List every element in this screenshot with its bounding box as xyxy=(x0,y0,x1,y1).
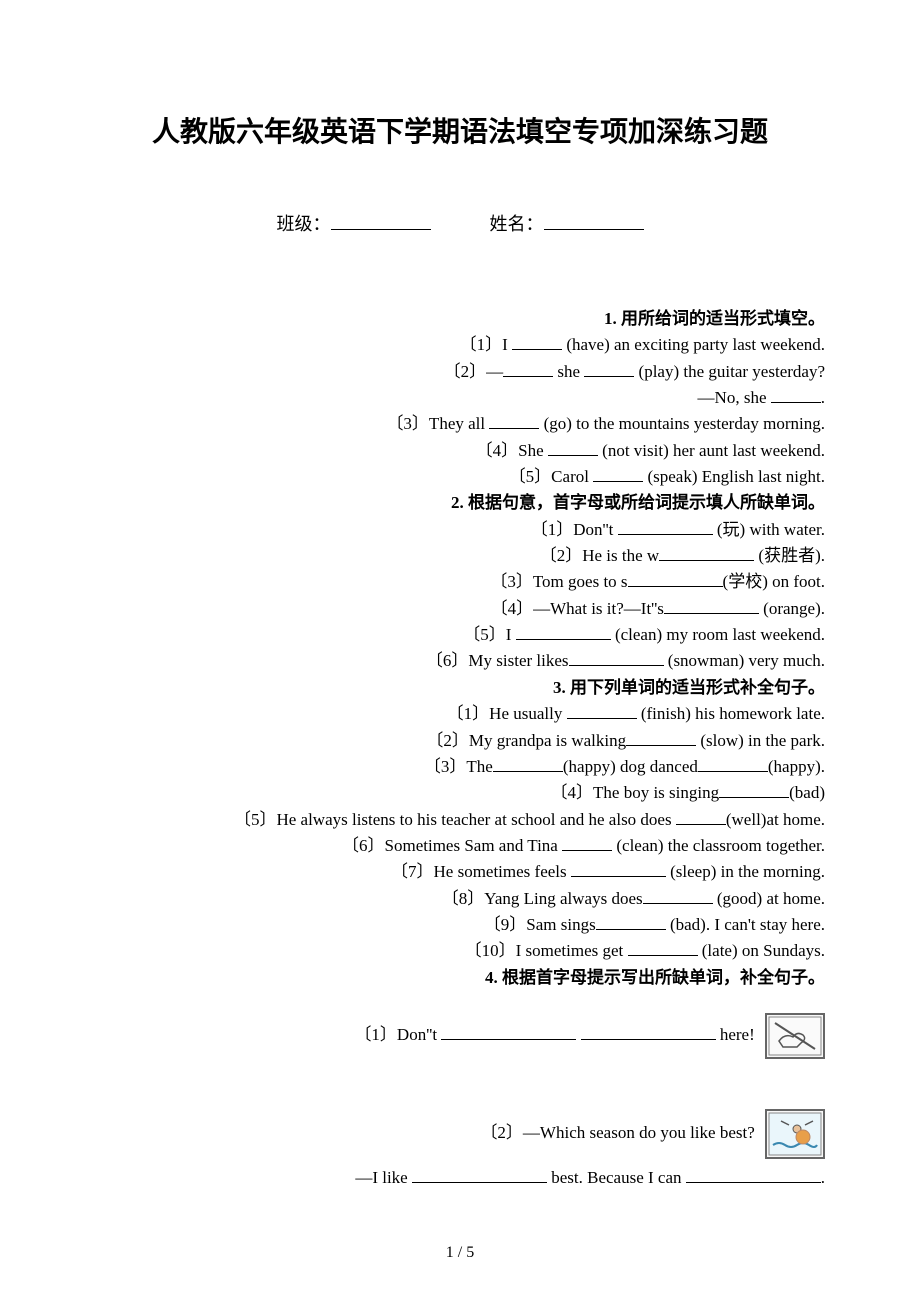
blank xyxy=(548,441,598,456)
class-label: 班级： xyxy=(277,214,331,234)
section-1-heading: 1. 用所给词的适当形式填空。 xyxy=(95,306,825,332)
blank xyxy=(569,651,664,666)
blank xyxy=(628,572,723,587)
page-number: 1 / 5 xyxy=(0,1244,920,1262)
s3-q7: 〔7〕He sometimes feels (sleep) in the mor… xyxy=(95,859,825,885)
s2-q2: 〔2〕He is the w (获胜者). xyxy=(95,543,825,569)
s4-q2: 〔2〕—Which season do you like best? xyxy=(95,1109,825,1159)
blank xyxy=(771,388,821,403)
s1-q4: 〔4〕She (not visit) her aunt last weekend… xyxy=(95,438,825,464)
blank xyxy=(719,783,789,798)
student-info-line: 班级： 姓名： xyxy=(95,210,825,236)
s3-q8: 〔8〕Yang Ling always does (good) at home. xyxy=(95,886,825,912)
s4-q2-answer: —I like best. Because I can . xyxy=(95,1165,825,1191)
s1-q1: 〔1〕I (have) an exciting party last weeke… xyxy=(95,332,825,358)
blank xyxy=(686,1168,821,1183)
s1-q5: 〔5〕Carol (speak) English last night. xyxy=(95,464,825,490)
blank xyxy=(626,731,696,746)
s2-q4: 〔4〕—What is it?—It''s (orange). xyxy=(95,596,825,622)
blank xyxy=(618,520,713,535)
blank xyxy=(659,546,754,561)
blank xyxy=(643,889,713,904)
blank xyxy=(567,704,637,719)
s3-q5: 〔5〕He always listens to his teacher at s… xyxy=(95,807,825,833)
name-label: 姓名： xyxy=(490,214,544,234)
blank xyxy=(676,810,726,825)
blank xyxy=(664,599,759,614)
s3-q3: 〔3〕The(happy) dog danced(happy). xyxy=(95,754,825,780)
section-3-heading: 3. 用下列单词的适当形式补全句子。 xyxy=(95,675,825,701)
s2-q3: 〔3〕Tom goes to s(学校) on foot. xyxy=(95,569,825,595)
blank xyxy=(562,836,612,851)
blank xyxy=(584,362,634,377)
blank xyxy=(516,625,611,640)
name-blank xyxy=(544,215,644,230)
page-title: 人教版六年级英语下学期语法填空专项加深练习题 xyxy=(95,110,825,150)
blank xyxy=(493,757,563,772)
s1-q2-answer: —No, she . xyxy=(95,385,825,411)
s3-q10: 〔10〕I sometimes get (late) on Sundays. xyxy=(95,938,825,964)
worksheet-content: 1. 用所给词的适当形式填空。 〔1〕I (have) an exciting … xyxy=(95,306,825,1191)
s4-q1: 〔1〕Don''t here! xyxy=(95,1013,825,1059)
worksheet-page: 人教版六年级英语下学期语法填空专项加深练习题 班级： 姓名： 1. 用所给词的适… xyxy=(0,0,920,1302)
s3-q2: 〔2〕My grandpa is walking (slow) in the p… xyxy=(95,728,825,754)
section-4-heading: 4. 根据首字母提示写出所缺单词，补全句子。 xyxy=(95,965,825,991)
swimming-icon xyxy=(765,1109,825,1159)
blank xyxy=(698,757,768,772)
s2-q1: 〔1〕Don''t (玩) with water. xyxy=(95,517,825,543)
blank xyxy=(596,915,666,930)
s1-q3: 〔3〕They all (go) to the mountains yester… xyxy=(95,411,825,437)
no-dog-sign-icon xyxy=(765,1013,825,1059)
section-2-heading: 2. 根据句意，首字母或所给词提示填人所缺单词。 xyxy=(95,490,825,516)
blank xyxy=(593,467,643,482)
s3-q6: 〔6〕Sometimes Sam and Tina (clean) the cl… xyxy=(95,833,825,859)
blank xyxy=(503,362,553,377)
blank xyxy=(581,1025,716,1040)
blank xyxy=(512,335,562,350)
blank xyxy=(571,862,666,877)
blank xyxy=(489,414,539,429)
s3-q9: 〔9〕Sam sings (bad). I can't stay here. xyxy=(95,912,825,938)
s2-q6: 〔6〕My sister likes (snowman) very much. xyxy=(95,648,825,674)
s3-q1: 〔1〕He usually (finish) his homework late… xyxy=(95,701,825,727)
blank xyxy=(412,1168,547,1183)
class-blank xyxy=(331,215,431,230)
s3-q4: 〔4〕The boy is singing(bad) xyxy=(95,780,825,806)
s2-q5: 〔5〕I (clean) my room last weekend. xyxy=(95,622,825,648)
blank xyxy=(441,1025,576,1040)
s1-q2: 〔2〕— she (play) the guitar yesterday? xyxy=(95,359,825,385)
blank xyxy=(628,941,698,956)
